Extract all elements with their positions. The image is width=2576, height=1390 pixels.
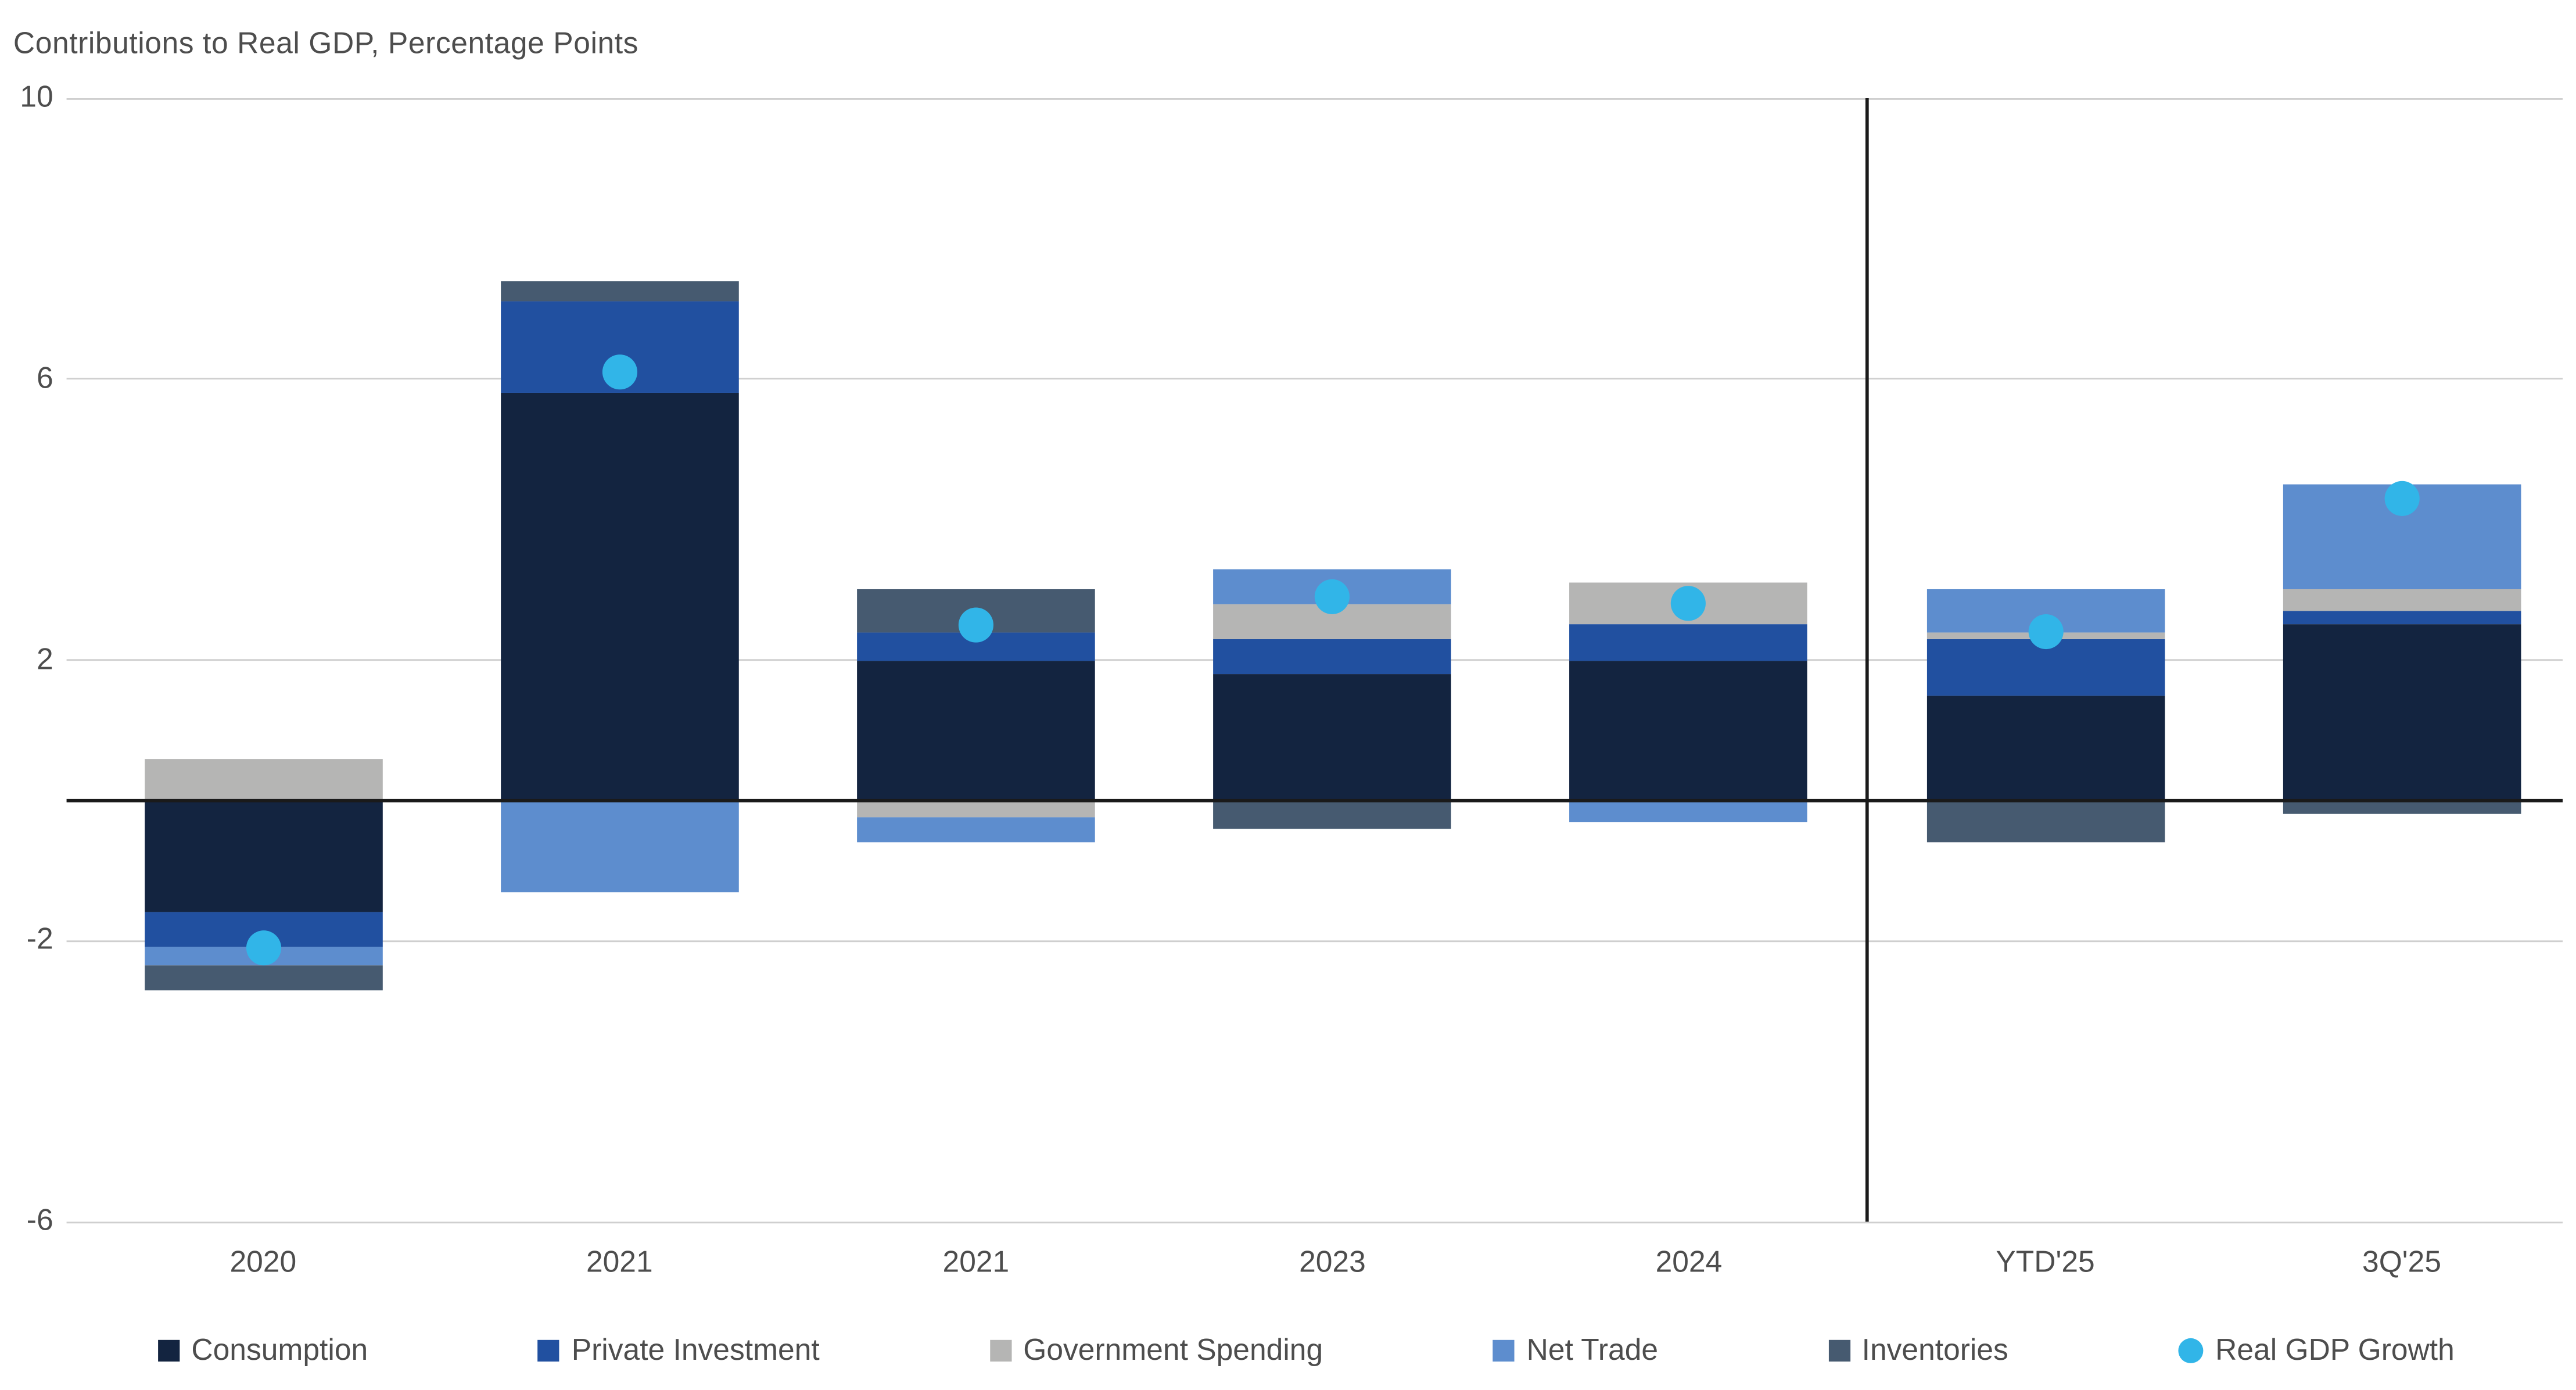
y-axis-label: -6 (26, 1203, 53, 1237)
y-axis-label: 10 (20, 80, 53, 113)
bar-segment-inventories (1213, 800, 1452, 829)
real-gdp-growth-dot (2384, 481, 2420, 516)
x-axis-label-2021: 2021 (942, 1245, 1010, 1278)
bar-segment-net-trade (500, 800, 739, 892)
legend-item-consumption: Consumption (158, 1333, 368, 1368)
y-axis-label: 6 (36, 360, 53, 395)
legend-item-inventories: Inventories (1828, 1333, 2008, 1368)
legend-item-private-investment: Private Investment (538, 1333, 820, 1368)
real-gdp-growth-dot (1315, 579, 1350, 615)
legend-label-government-spending: Government Spending (1023, 1333, 1323, 1367)
bar-segment-inventories (500, 281, 739, 302)
legend-label-private-investment: Private Investment (571, 1333, 820, 1367)
legend-label-inventories: Inventories (1861, 1333, 2008, 1367)
bar-segment-government-spending (857, 800, 1095, 818)
bar-segment-consumption (500, 393, 739, 801)
legend-square-marker-net-trade (1493, 1339, 1515, 1362)
bar-segment-net-trade (1570, 800, 1808, 822)
gridline-y-10 (66, 97, 2563, 99)
real-gdp-growth-dot (602, 354, 637, 390)
legend-square-marker-inventories (1828, 1339, 1850, 1362)
bar-segment-private-investment (1570, 625, 1808, 660)
gridline-y-6 (66, 378, 2563, 380)
bar-segment-private-investment (2283, 611, 2521, 625)
legend-item-net-trade: Net Trade (1493, 1333, 1658, 1368)
chart-title: Contributions to Real GDP, Percentage Po… (13, 26, 639, 60)
legend-square-marker-government-spending (989, 1339, 1012, 1362)
forecast-divider-line (1865, 98, 1869, 1222)
legend-label-net-trade: Net Trade (1526, 1333, 1659, 1367)
legend-square-marker-private-investment (538, 1339, 560, 1362)
bar-segment-consumption (1570, 660, 1808, 801)
x-axis-label-2021: 2021 (586, 1245, 653, 1278)
bar-segment-consumption (1213, 673, 1452, 801)
real-gdp-growth-dot (958, 607, 994, 643)
zero-axis-line (66, 798, 2563, 803)
bar-segment-consumption (857, 660, 1095, 801)
real-gdp-growth-dot (1671, 586, 1707, 622)
legend-item-government-spending: Government Spending (989, 1333, 1323, 1368)
x-axis-label-ytd-25: YTD'25 (1996, 1245, 2095, 1278)
x-axis-label-2024: 2024 (1655, 1245, 1723, 1278)
legend-square-marker-consumption (158, 1339, 180, 1362)
bar-segment-private-investment (1213, 639, 1452, 674)
x-axis-label-3q-25: 3Q'25 (2362, 1245, 2442, 1278)
bar-segment-government-spending (144, 758, 382, 801)
gridline-y--6 (66, 1220, 2563, 1223)
bar-segment-consumption (1926, 695, 2165, 801)
legend-item-real-gdp-growth: Real GDP Growth (2179, 1333, 2455, 1368)
legend: Consumption Private Investment Government … (158, 1333, 2455, 1368)
bar-segment-net-trade (857, 818, 1095, 843)
y-axis-label: -2 (26, 922, 53, 956)
x-axis-label-2023: 2023 (1299, 1245, 1366, 1278)
legend-circle-marker-real-gdp-growth (2179, 1338, 2204, 1363)
bar-segment-inventories (2283, 800, 2521, 815)
legend-label-real-gdp-growth: Real GDP Growth (2215, 1333, 2455, 1367)
real-gdp-growth-dot (2028, 614, 2063, 650)
bar-segment-consumption (2283, 625, 2521, 801)
x-axis-label-2020: 2020 (229, 1245, 297, 1278)
y-axis-label: 2 (36, 642, 53, 675)
bar-segment-government-spending (2283, 589, 2521, 611)
legend-label-consumption: Consumption (191, 1333, 368, 1367)
bar-segment-consumption (144, 800, 382, 913)
real-gdp-growth-dot (245, 930, 281, 966)
bar-segment-inventories (1926, 800, 2165, 843)
bar-segment-inventories (144, 965, 382, 990)
gridline-y--2 (66, 940, 2563, 942)
